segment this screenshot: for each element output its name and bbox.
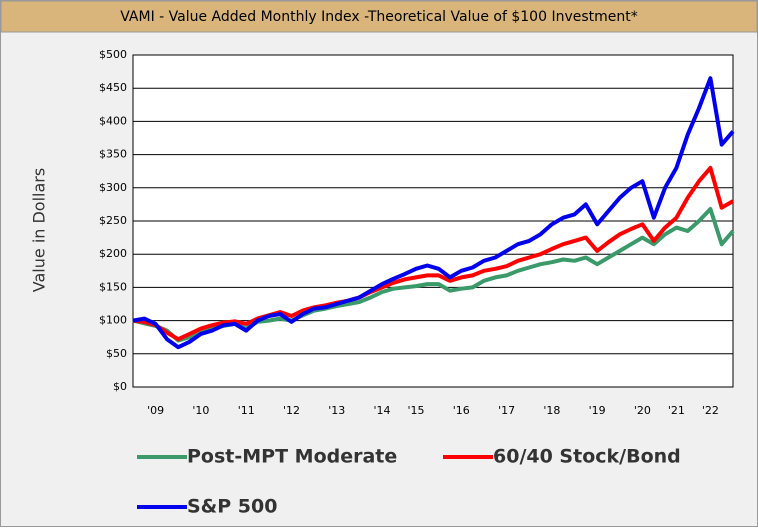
y-tick-label: $150 bbox=[99, 280, 127, 293]
title-bar bbox=[0, 0, 758, 33]
x-tick-label: '12 bbox=[283, 404, 300, 417]
x-tick-label: '19 bbox=[589, 404, 606, 417]
x-tick-label: '22 bbox=[702, 404, 719, 417]
legend-label: S&P 500 bbox=[187, 496, 277, 518]
y-tick-label: $500 bbox=[99, 48, 127, 61]
chart-title: VAMI - Value Added Monthly Index -Theore… bbox=[120, 9, 638, 25]
x-tick-label: '15 bbox=[408, 404, 425, 417]
y-tick-label: $400 bbox=[99, 114, 127, 127]
y-tick-label: $50 bbox=[106, 347, 127, 360]
x-tick-label: '13 bbox=[328, 404, 345, 417]
y-tick-label: $350 bbox=[99, 148, 127, 161]
x-tick-label: '21 bbox=[668, 404, 685, 417]
x-tick-label: '20 bbox=[634, 404, 651, 417]
y-axis-label: Value in Dollars bbox=[30, 168, 49, 292]
x-tick-label: '09 bbox=[147, 404, 164, 417]
y-tick-label: $250 bbox=[99, 214, 127, 227]
y-tick-label: $450 bbox=[99, 81, 127, 94]
plot-border bbox=[132, 54, 734, 388]
x-tick-label: '18 bbox=[543, 404, 560, 417]
series-line bbox=[132, 165, 735, 342]
x-tick-label: '17 bbox=[498, 404, 515, 417]
y-tick-label: $200 bbox=[99, 247, 127, 260]
legend-label: 60/40 Stock/Bond bbox=[493, 446, 681, 468]
x-tick-label: '10 bbox=[192, 404, 209, 417]
series-line bbox=[132, 76, 735, 350]
x-tick-label: '14 bbox=[374, 404, 391, 417]
x-tick-label: '16 bbox=[453, 404, 470, 417]
x-tick-label: '11 bbox=[238, 404, 255, 417]
y-tick-label: $100 bbox=[99, 314, 127, 327]
legend-label: Post-MPT Moderate bbox=[187, 446, 397, 468]
y-tick-label: $300 bbox=[99, 181, 127, 194]
y-tick-label: $0 bbox=[113, 380, 127, 393]
